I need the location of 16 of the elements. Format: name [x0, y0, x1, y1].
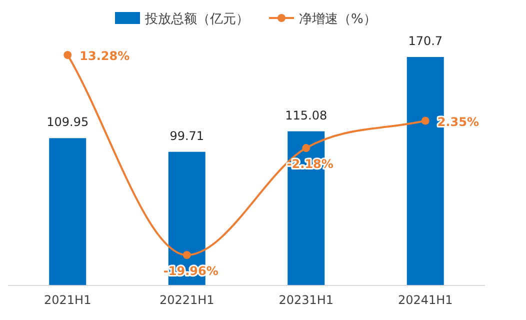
legend-label: 投放总额（亿元）	[144, 12, 249, 27]
point	[302, 144, 310, 152]
point	[182, 251, 191, 259]
x-tick-label: 20221H1	[159, 293, 214, 307]
x-tick-label: 20231H1	[278, 293, 334, 307]
data-label: 109.95	[46, 115, 89, 130]
x-tick-label: 20241H1	[398, 293, 453, 307]
legend-label: 净增速（%）	[299, 12, 376, 27]
data-label: 115.08	[285, 108, 328, 122]
point	[64, 51, 72, 59]
data-label: 99.71	[170, 128, 204, 143]
data-label: 13.28%	[80, 49, 130, 63]
x-tick-label: 2021H1	[44, 293, 92, 307]
bar	[49, 138, 86, 285]
data-label: 170.7	[408, 34, 443, 48]
point	[421, 116, 430, 125]
